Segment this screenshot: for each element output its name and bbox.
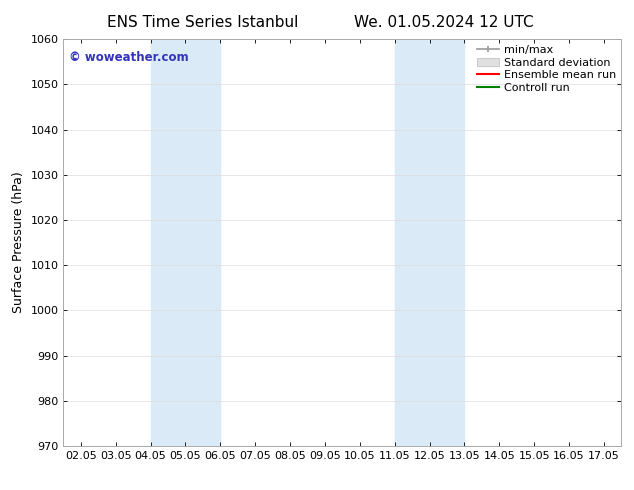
Text: ENS Time Series Istanbul: ENS Time Series Istanbul bbox=[107, 15, 299, 30]
Legend: min/max, Standard deviation, Ensemble mean run, Controll run: min/max, Standard deviation, Ensemble me… bbox=[472, 40, 620, 98]
Bar bbox=[394, 39, 464, 446]
Text: © woweather.com: © woweather.com bbox=[69, 51, 188, 64]
Text: We. 01.05.2024 12 UTC: We. 01.05.2024 12 UTC bbox=[354, 15, 534, 30]
Bar bbox=[150, 39, 221, 446]
Y-axis label: Surface Pressure (hPa): Surface Pressure (hPa) bbox=[12, 172, 25, 314]
